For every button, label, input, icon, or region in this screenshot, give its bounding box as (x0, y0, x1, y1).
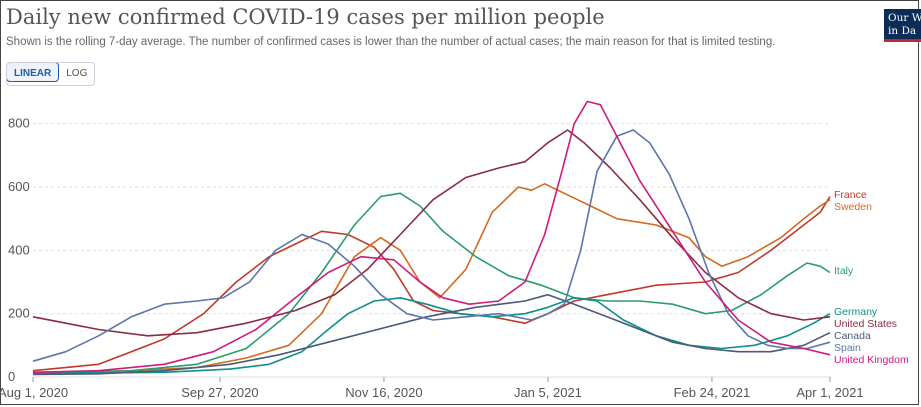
scale-toggle: LINEAR LOG (6, 62, 96, 86)
series-line-france[interactable] (32, 196, 831, 372)
y-tick-label: 800 (8, 116, 30, 131)
series-line-united-states[interactable] (32, 129, 831, 337)
x-tick-label: Aug 1, 2020 (0, 385, 68, 400)
y-tick-label: 400 (8, 242, 30, 257)
y-tick-label: 0 (8, 369, 15, 384)
x-axis: Aug 1, 2020 Sep 27, 2020 Nov 16, 2020 Jan 5… (0, 377, 864, 400)
series-label-united-states[interactable]: United States (834, 318, 897, 330)
log-scale-button[interactable]: LOG (66, 68, 88, 79)
series-label-canada[interactable]: Canada (834, 330, 871, 342)
series-line-italy[interactable] (32, 192, 831, 375)
series-label-spain[interactable]: Spain (834, 342, 861, 354)
logo-line-2: in Da (888, 25, 917, 37)
series-line-spain[interactable] (32, 129, 831, 362)
x-tick-label: Feb 24, 2021 (674, 385, 751, 400)
owid-logo[interactable]: Our W in Da (884, 9, 921, 42)
chart-title: Daily new confirmed COVID-19 cases per m… (6, 5, 605, 29)
series-lines (32, 100, 831, 376)
x-tick-label: Nov 16, 2020 (345, 385, 422, 400)
series-line-canada[interactable] (32, 293, 831, 376)
grid-lines (33, 123, 830, 378)
x-tick-label: Apr 1, 2021 (796, 385, 863, 400)
series-label-france[interactable]: France (834, 189, 867, 201)
series-label-sweden[interactable]: Sweden (834, 201, 872, 213)
y-tick-label: 200 (8, 306, 30, 321)
series-label-united-kingdom[interactable]: United Kingdom (834, 354, 909, 366)
linear-scale-button[interactable]: LINEAR (7, 63, 60, 82)
x-tick-label: Jan 5, 2021 (514, 385, 582, 400)
y-axis: 0 200 400 600 800 (8, 116, 30, 384)
y-tick-label: 600 (8, 179, 30, 194)
series-label-italy[interactable]: Italy (834, 265, 854, 277)
chart-subtitle: Shown is the rolling 7-day average. The … (6, 36, 776, 48)
series-line-sweden[interactable] (32, 183, 831, 374)
series-line-united-kingdom[interactable] (32, 100, 831, 374)
x-tick-label: Sep 27, 2020 (181, 385, 258, 400)
series-label-germany[interactable]: Germany (834, 306, 878, 318)
logo-line-1: Our W (888, 12, 921, 24)
